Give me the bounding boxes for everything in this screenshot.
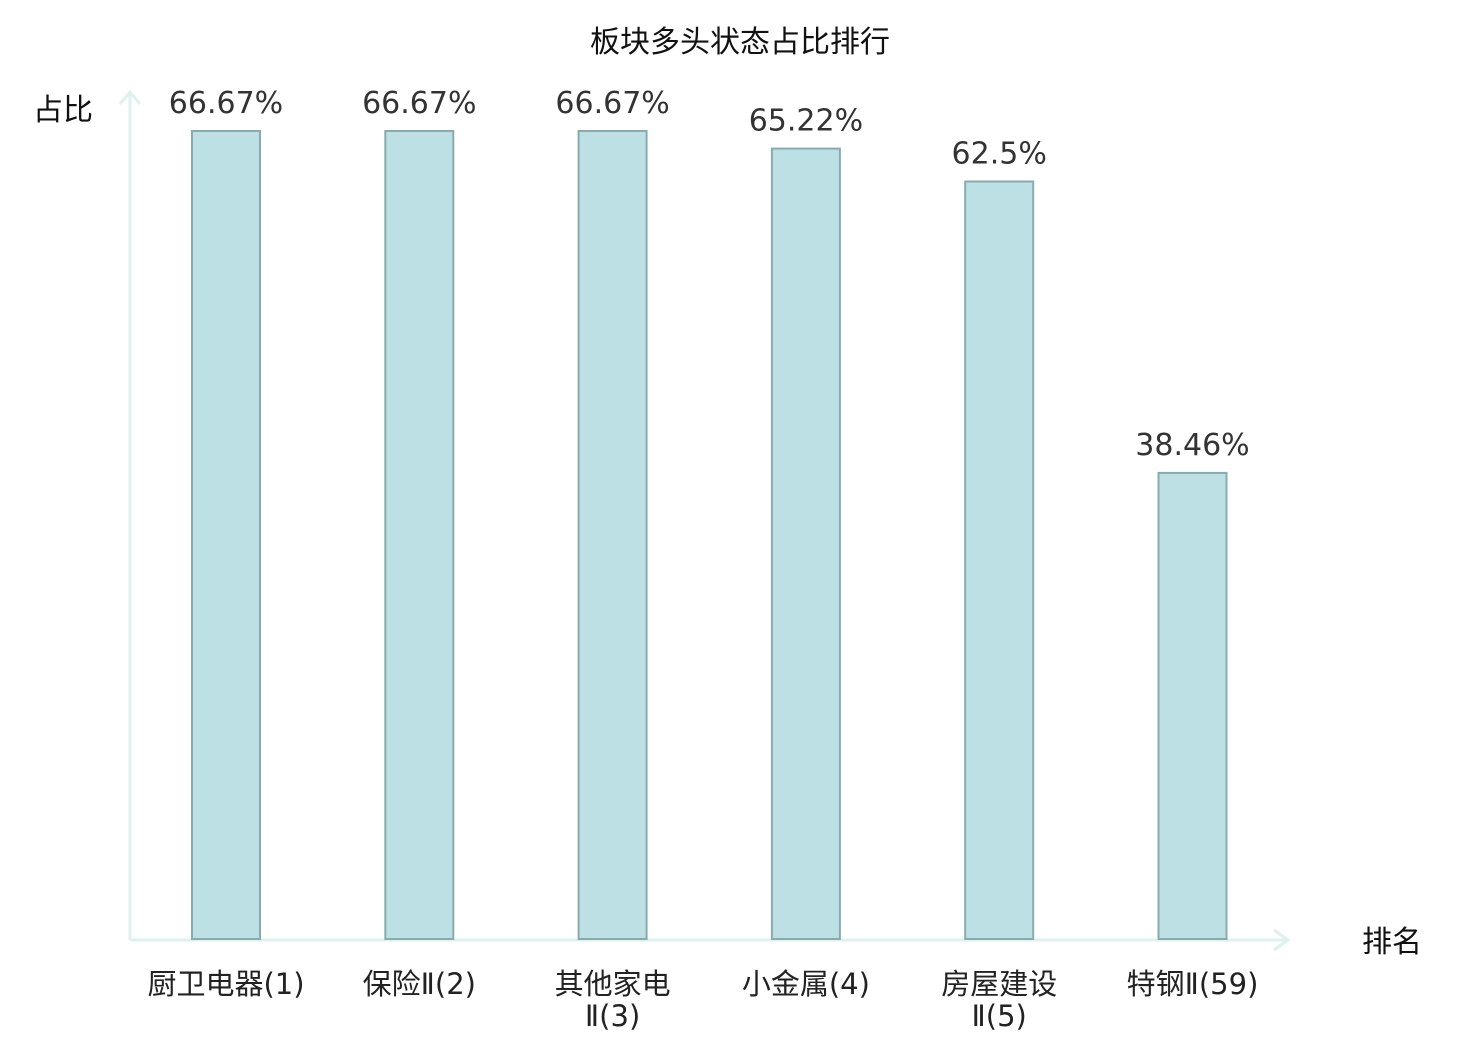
data-label: 66.67% xyxy=(362,86,476,121)
y-axis-arrow-icon xyxy=(118,89,142,105)
data-label: 38.46% xyxy=(1135,428,1249,463)
bar xyxy=(1157,471,1228,940)
category-tick-label: 房屋建设 xyxy=(941,967,1057,1001)
bar xyxy=(964,180,1035,940)
data-label: 62.5% xyxy=(952,137,1047,172)
bar xyxy=(384,130,455,940)
category-rank-label: Ⅱ(3) xyxy=(585,999,640,1033)
category-tick-label: 厨卫电器(1) xyxy=(147,967,304,1001)
x-axis-arrow-icon xyxy=(1273,928,1291,952)
bar xyxy=(577,130,648,940)
data-label: 66.67% xyxy=(555,86,669,121)
category-tick-label: 特钢Ⅱ(59) xyxy=(1127,967,1259,1001)
bar xyxy=(191,130,261,940)
chart-title: 板块多头状态占比排行 xyxy=(590,25,890,60)
category-tick-label: 保险Ⅱ(2) xyxy=(363,967,476,1001)
data-label: 66.67% xyxy=(169,86,283,121)
data-label: 65.22% xyxy=(749,104,863,139)
category-rank-label: Ⅱ(5) xyxy=(972,999,1027,1033)
bar xyxy=(770,147,841,941)
y-axis-label: 占比 xyxy=(33,93,93,128)
category-tick-label: 小金属(4) xyxy=(742,967,870,1001)
category-tick-label: 其他家电 xyxy=(555,967,671,1001)
x-axis-label: 排名 xyxy=(1362,925,1422,960)
